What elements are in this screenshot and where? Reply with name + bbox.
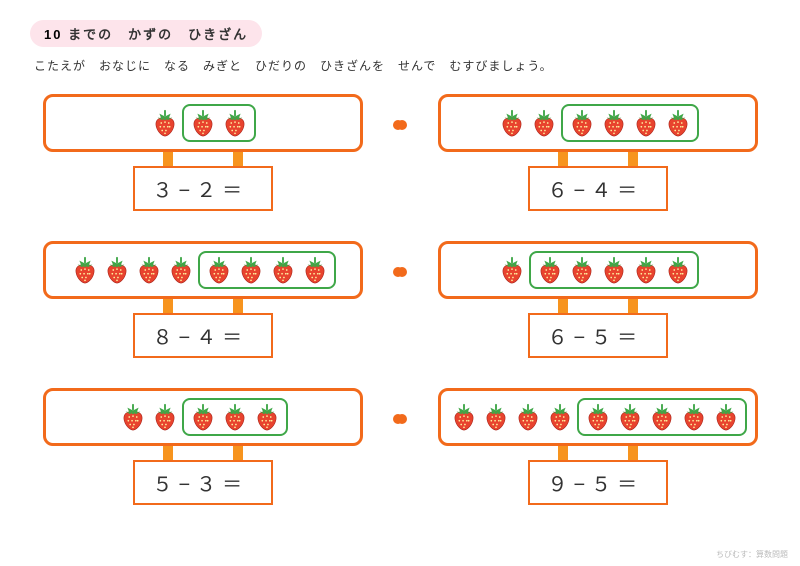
- equation-box[interactable]: ８−４＝: [133, 313, 273, 358]
- equation-box[interactable]: ９−５＝: [528, 460, 668, 505]
- strawberry-icon: [70, 255, 100, 285]
- berry-row: [116, 396, 290, 438]
- tray-leg: [233, 299, 243, 313]
- tray-leg: [558, 299, 568, 313]
- strawberry-icon: [188, 108, 218, 138]
- subtract-group: [577, 398, 747, 436]
- equation-box[interactable]: ５−３＝: [133, 460, 273, 505]
- strawberry-icon: [188, 402, 218, 432]
- counting-tray: [43, 388, 363, 446]
- problem-cell: ６−５＝: [425, 241, 770, 358]
- problem-cell: ６−４＝: [425, 94, 770, 211]
- strawberry-icon: [663, 255, 693, 285]
- counting-tray: [438, 241, 758, 299]
- strawberry-icon: [497, 255, 527, 285]
- title-number: 10: [44, 27, 62, 42]
- strawberry-icon: [252, 402, 282, 432]
- strawberry-icon: [615, 402, 645, 432]
- strawberry-icon: [134, 255, 164, 285]
- tray-leg: [163, 299, 173, 313]
- subtract-group: [182, 104, 256, 142]
- equation-box[interactable]: ３−２＝: [133, 166, 273, 211]
- tray-leg: [558, 152, 568, 166]
- strawberry-icon: [268, 255, 298, 285]
- berry-row: [495, 102, 701, 144]
- strawberry-icon: [647, 402, 677, 432]
- strawberry-icon: [567, 255, 597, 285]
- strawberry-icon: [545, 402, 575, 432]
- strawberry-icon: [449, 402, 479, 432]
- match-dot[interactable]: [397, 267, 407, 277]
- problem-cell: ５−３＝: [30, 388, 375, 505]
- problem-grid: ３−２＝: [30, 94, 770, 505]
- tray-leg: [233, 152, 243, 166]
- strawberry-icon: [236, 255, 266, 285]
- berry-row: [148, 102, 258, 144]
- strawberry-icon: [535, 255, 565, 285]
- tray-leg: [163, 152, 173, 166]
- berry-row: [68, 249, 338, 291]
- strawberry-icon: [118, 402, 148, 432]
- strawberry-icon: [631, 255, 661, 285]
- strawberry-icon: [150, 108, 180, 138]
- counting-tray: [43, 241, 363, 299]
- tray-leg: [163, 446, 173, 460]
- strawberry-icon: [204, 255, 234, 285]
- tray-legs: [163, 152, 243, 166]
- strawberry-icon: [102, 255, 132, 285]
- match-dot[interactable]: [397, 120, 407, 130]
- tray-leg: [628, 446, 638, 460]
- strawberry-icon: [300, 255, 330, 285]
- strawberry-icon: [497, 108, 527, 138]
- strawberry-icon: [529, 108, 559, 138]
- tray-legs: [558, 299, 638, 313]
- strawberry-icon: [513, 402, 543, 432]
- equation-box[interactable]: ６−５＝: [528, 313, 668, 358]
- subtract-group: [198, 251, 336, 289]
- subtract-group: [561, 104, 699, 142]
- strawberry-icon: [583, 402, 613, 432]
- footer-credit: ちびむす：算数問題: [716, 549, 788, 560]
- equation-box[interactable]: ６−４＝: [528, 166, 668, 211]
- strawberry-icon: [481, 402, 511, 432]
- problem-cell: ８−４＝: [30, 241, 375, 358]
- strawberry-icon: [599, 108, 629, 138]
- problem-cell: ３−２＝: [30, 94, 375, 211]
- tray-legs: [163, 446, 243, 460]
- strawberry-icon: [631, 108, 661, 138]
- subtract-group: [529, 251, 699, 289]
- subtract-group: [182, 398, 288, 436]
- strawberry-icon: [150, 402, 180, 432]
- strawberry-icon: [220, 402, 250, 432]
- berry-row: [495, 249, 701, 291]
- tray-legs: [163, 299, 243, 313]
- strawberry-icon: [220, 108, 250, 138]
- instruction-text: こたえが おなじに なる みぎと ひだりの ひきざんを せんで むすびましょう。: [34, 57, 766, 74]
- berry-row: [447, 396, 749, 438]
- tray-leg: [628, 152, 638, 166]
- strawberry-icon: [166, 255, 196, 285]
- strawberry-icon: [679, 402, 709, 432]
- strawberry-icon: [663, 108, 693, 138]
- tray-leg: [628, 299, 638, 313]
- worksheet-title: 10 までの かずの ひきざん: [30, 20, 262, 47]
- tray-leg: [558, 446, 568, 460]
- strawberry-icon: [567, 108, 597, 138]
- title-text: までの かずの ひきざん: [62, 27, 248, 42]
- counting-tray: [438, 94, 758, 152]
- strawberry-icon: [599, 255, 629, 285]
- strawberry-icon: [711, 402, 741, 432]
- tray-legs: [558, 152, 638, 166]
- counting-tray: [43, 94, 363, 152]
- match-dot[interactable]: [397, 414, 407, 424]
- counting-tray: [438, 388, 758, 446]
- tray-legs: [558, 446, 638, 460]
- tray-leg: [233, 446, 243, 460]
- problem-cell: ９−５＝: [425, 388, 770, 505]
